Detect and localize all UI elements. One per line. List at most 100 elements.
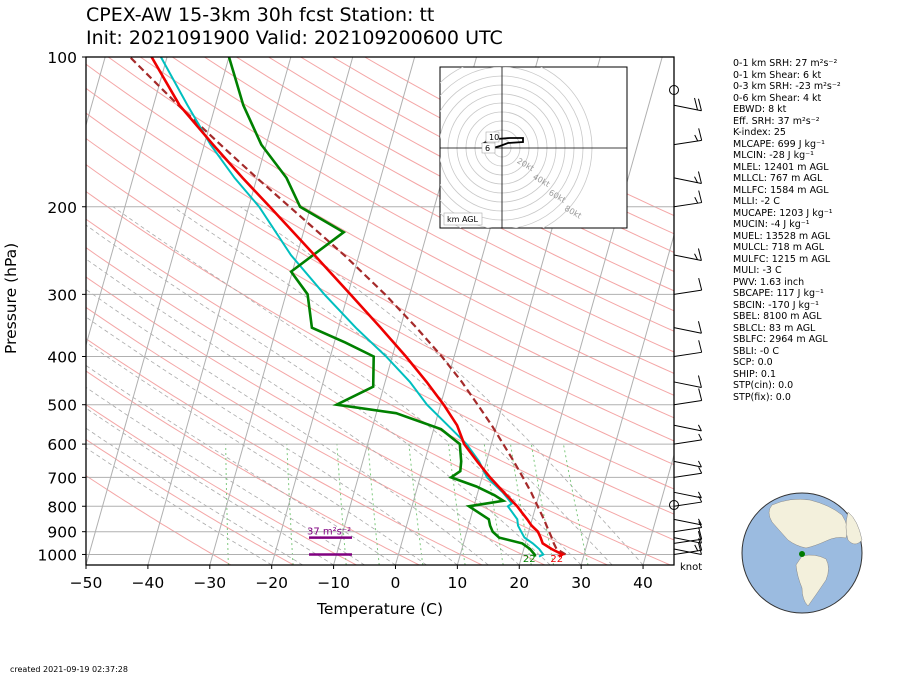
wind-barb-flag [698,527,703,540]
wind-barb [673,278,703,295]
dry-adiabat [86,190,674,515]
wind-barb-shaft [673,381,702,388]
x-tick-label: 10 [448,574,468,592]
wind-barb-flag [698,466,703,474]
x-tick-label: 40 [633,574,653,592]
wind-barb [673,542,702,556]
isotherm [147,57,292,565]
dry-adiabat [86,247,671,565]
wind-barb-shaft [673,537,702,544]
hodograph-frame [439,66,628,229]
index-line: MULI: -3 C [733,265,782,276]
wind-barb-shaft [673,424,702,432]
index-line: MLCAPE: 699 J kg⁻¹ [733,138,825,150]
wind-barb-flag [697,375,702,388]
created-timestamp: created 2021-09-19 02:37:28 [10,665,128,674]
mixing-ratio-line [448,444,466,565]
wind-barb-flag [698,388,703,401]
y-tick-label: 900 [47,524,77,542]
mixing-ratio-line [336,444,347,565]
wind-barb-flag [697,491,702,499]
wind-barb [673,460,702,468]
index-line: K-index: 25 [733,127,786,138]
wind-barb-flag [697,98,702,111]
dry-adiabat [86,164,674,490]
wind-barb [673,531,702,544]
x-tick-label: −40 [132,574,165,592]
calm-wind-marker [669,85,679,95]
wind-barb-shaft [673,439,702,445]
wind-barb-flag [694,253,698,260]
moist-adiabat [86,258,520,565]
mixing-ratio-line [483,444,504,565]
isotherm [705,57,848,565]
hodograph-height-label: 6 [485,144,490,153]
wind-barb-shaft [673,202,702,208]
isotherm [0,57,43,565]
wind-barb [673,424,702,432]
index-line: SBLI: -0 C [733,345,779,357]
moist-adiabat [86,288,489,565]
x-tick-label: −50 [70,574,103,592]
wind-barb-flag [698,538,703,551]
index-line: 0-1 km Shear: 6 kt [733,69,822,81]
wind-barb-shaft [673,518,702,526]
background-lines [0,57,848,565]
index-line: MUEL: 13528 m AGL [733,230,831,242]
mixing-ratio-line [225,444,229,565]
wind-barb-flag [694,176,698,183]
wind-barb-shaft [673,351,702,357]
wind-barb [673,128,703,146]
wind-barb-flag [694,134,699,142]
index-line: SHIP: 0.1 [733,368,777,380]
wetbulb-profile [160,57,545,558]
wind-barb-shaft [673,400,702,406]
mixing-ratio-line [408,444,424,565]
wind-barb [673,388,703,406]
sounding-profiles: 37 m²s⁻² 22 22 [129,57,567,565]
wind-barb-shaft [673,104,702,112]
index-line: SBEL: 8100 m AGL [733,311,822,322]
wind-barb [673,97,702,112]
index-line: MLLI: -2 C [733,196,780,207]
dry-adiabat [86,137,674,466]
hodograph-height-box [485,131,500,143]
isotherm [271,57,416,565]
dry-adiabat [86,306,545,565]
wind-barb-flag [698,128,703,141]
wind-barb [673,375,702,388]
index-line: SBCAPE: 117 J kg⁻¹ [733,288,824,299]
moist-adiabat [86,427,303,565]
x-tick-label: 30 [571,574,591,592]
wind-barb-flag [697,321,702,334]
wind-barb-flag [697,518,702,526]
isotherm [86,57,168,347]
y-tick-label: 1000 [38,546,77,564]
globe-land-north-america [768,498,848,549]
wind-barb-flag [694,97,699,111]
x-axis-label: Temperature (C) [316,600,444,618]
wind-barb-shaft [673,538,702,544]
index-line: SCP: 0.0 [733,357,773,368]
y-tick-label: 100 [47,49,77,67]
wind-barb [673,538,703,555]
y-tick-label: 600 [47,436,77,454]
index-line: 0-6 km Shear: 4 kt [733,92,822,104]
wind-barb-flag [698,190,703,203]
station-marker [799,551,805,557]
wind-barb-shaft [673,491,702,499]
wind-barb-flag [698,340,703,353]
x-tick-label: −20 [255,574,288,592]
isotherm [86,57,106,127]
dry-adiabat [86,112,674,442]
wind-barb-flag [697,171,702,184]
wind-barb-flag [697,531,702,544]
wind-barb [673,321,702,334]
wind-barb [673,171,702,184]
index-line: SBLCL: 83 m AGL [733,322,816,334]
dry-adiabat [86,370,420,565]
dry-adiabat [172,57,674,332]
wind-barb [673,340,703,357]
index-line: MLEL: 12401 m AGL [733,161,829,173]
